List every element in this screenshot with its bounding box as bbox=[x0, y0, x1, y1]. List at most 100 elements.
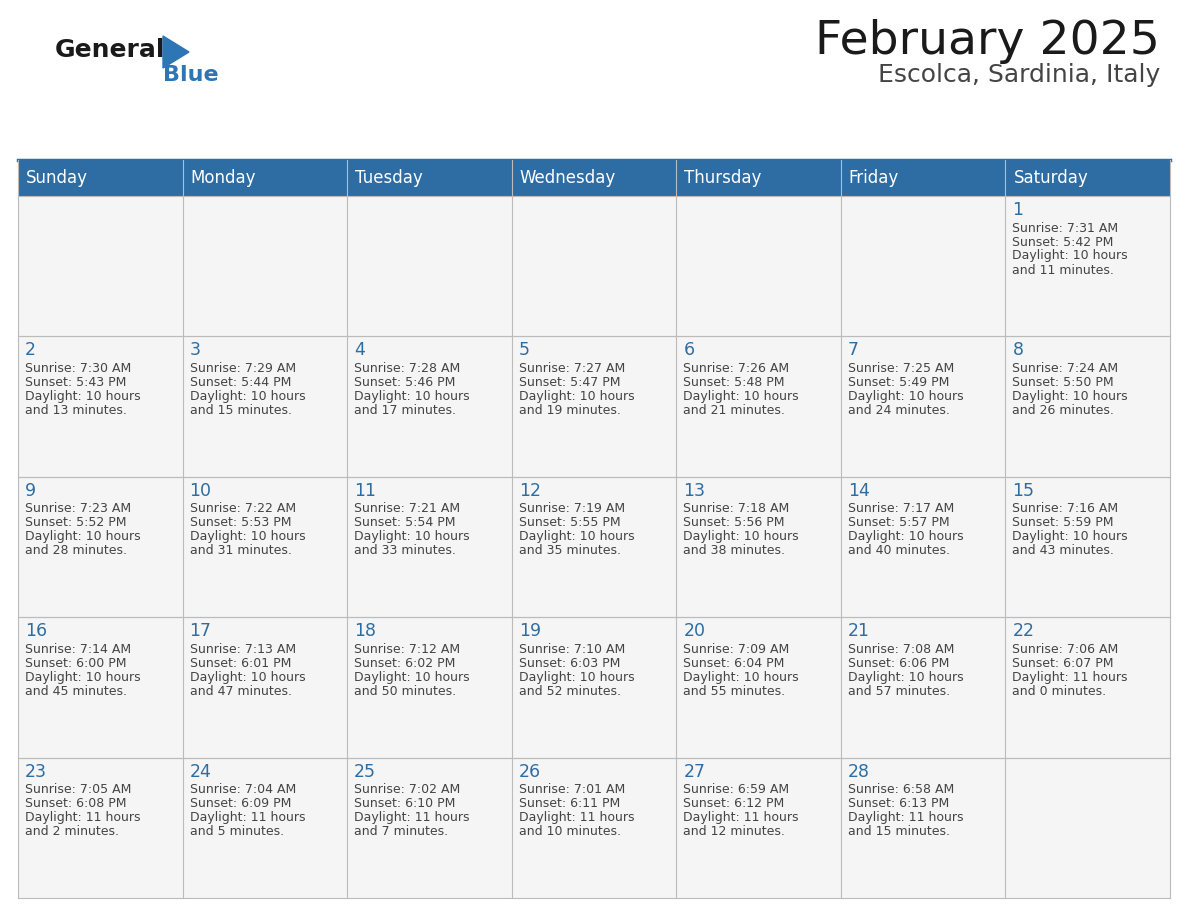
Text: Sunrise: 6:59 AM: Sunrise: 6:59 AM bbox=[683, 783, 789, 796]
Text: Sunrise: 7:19 AM: Sunrise: 7:19 AM bbox=[519, 502, 625, 515]
Text: Daylight: 11 hours: Daylight: 11 hours bbox=[519, 812, 634, 824]
Text: 28: 28 bbox=[848, 763, 870, 780]
Text: Sunset: 5:53 PM: Sunset: 5:53 PM bbox=[190, 516, 291, 530]
Bar bbox=[183, 757, 347, 898]
Text: 22: 22 bbox=[1012, 622, 1035, 640]
Bar bbox=[18, 757, 183, 898]
Bar bbox=[676, 757, 841, 898]
Text: 1: 1 bbox=[1012, 201, 1023, 219]
Text: Daylight: 10 hours: Daylight: 10 hours bbox=[683, 531, 798, 543]
Text: 23: 23 bbox=[25, 763, 48, 780]
Text: Daylight: 10 hours: Daylight: 10 hours bbox=[848, 390, 963, 403]
Bar bbox=[18, 336, 183, 476]
Bar bbox=[347, 336, 512, 476]
Text: Daylight: 10 hours: Daylight: 10 hours bbox=[354, 531, 469, 543]
Text: Sunrise: 7:13 AM: Sunrise: 7:13 AM bbox=[190, 643, 296, 655]
Text: General: General bbox=[55, 38, 165, 62]
Text: 4: 4 bbox=[354, 341, 365, 360]
Text: and 15 minutes.: and 15 minutes. bbox=[848, 825, 950, 838]
Text: Sunrise: 7:02 AM: Sunrise: 7:02 AM bbox=[354, 783, 461, 796]
Text: and 55 minutes.: and 55 minutes. bbox=[683, 685, 785, 698]
Text: Friday: Friday bbox=[849, 169, 899, 187]
Text: Daylight: 11 hours: Daylight: 11 hours bbox=[683, 812, 798, 824]
Text: 19: 19 bbox=[519, 622, 541, 640]
Bar bbox=[183, 160, 347, 196]
Text: Daylight: 11 hours: Daylight: 11 hours bbox=[1012, 671, 1127, 684]
Text: Sunset: 6:01 PM: Sunset: 6:01 PM bbox=[190, 656, 291, 670]
Text: 26: 26 bbox=[519, 763, 541, 780]
Text: Sunrise: 6:58 AM: Sunrise: 6:58 AM bbox=[848, 783, 954, 796]
Bar bbox=[841, 757, 1005, 898]
Text: 8: 8 bbox=[1012, 341, 1023, 360]
Text: Daylight: 10 hours: Daylight: 10 hours bbox=[25, 390, 140, 403]
Text: Sunrise: 7:30 AM: Sunrise: 7:30 AM bbox=[25, 362, 131, 375]
Text: 14: 14 bbox=[848, 482, 870, 499]
Bar bbox=[841, 476, 1005, 617]
Text: Sunrise: 7:29 AM: Sunrise: 7:29 AM bbox=[190, 362, 296, 375]
Text: Daylight: 10 hours: Daylight: 10 hours bbox=[848, 671, 963, 684]
Text: Daylight: 10 hours: Daylight: 10 hours bbox=[519, 390, 634, 403]
Text: and 43 minutes.: and 43 minutes. bbox=[1012, 544, 1114, 557]
Text: Blue: Blue bbox=[163, 65, 219, 85]
Bar bbox=[1005, 196, 1170, 336]
Text: and 19 minutes.: and 19 minutes. bbox=[519, 404, 620, 417]
Text: Sunset: 5:59 PM: Sunset: 5:59 PM bbox=[1012, 516, 1114, 530]
Bar bbox=[1005, 757, 1170, 898]
Bar bbox=[1005, 160, 1170, 196]
Bar bbox=[841, 336, 1005, 476]
Text: Sunset: 5:55 PM: Sunset: 5:55 PM bbox=[519, 516, 620, 530]
Bar bbox=[512, 617, 676, 757]
Text: Sunrise: 7:04 AM: Sunrise: 7:04 AM bbox=[190, 783, 296, 796]
Bar bbox=[347, 476, 512, 617]
Bar bbox=[18, 476, 183, 617]
Text: and 11 minutes.: and 11 minutes. bbox=[1012, 263, 1114, 276]
Text: and 38 minutes.: and 38 minutes. bbox=[683, 544, 785, 557]
Text: Sunset: 5:42 PM: Sunset: 5:42 PM bbox=[1012, 236, 1114, 249]
Text: and 31 minutes.: and 31 minutes. bbox=[190, 544, 291, 557]
Bar bbox=[18, 196, 183, 336]
Text: Daylight: 10 hours: Daylight: 10 hours bbox=[1012, 531, 1129, 543]
Text: Monday: Monday bbox=[190, 169, 257, 187]
Text: and 35 minutes.: and 35 minutes. bbox=[519, 544, 620, 557]
Bar bbox=[18, 160, 183, 196]
Text: Daylight: 10 hours: Daylight: 10 hours bbox=[25, 671, 140, 684]
Text: Sunset: 6:03 PM: Sunset: 6:03 PM bbox=[519, 656, 620, 670]
Text: Sunrise: 7:28 AM: Sunrise: 7:28 AM bbox=[354, 362, 461, 375]
Bar bbox=[512, 160, 676, 196]
Text: Sunset: 6:09 PM: Sunset: 6:09 PM bbox=[190, 797, 291, 810]
Text: Sunset: 5:47 PM: Sunset: 5:47 PM bbox=[519, 375, 620, 389]
Text: Daylight: 11 hours: Daylight: 11 hours bbox=[354, 812, 469, 824]
Bar bbox=[1005, 617, 1170, 757]
Bar bbox=[676, 196, 841, 336]
Bar bbox=[676, 336, 841, 476]
Text: Daylight: 10 hours: Daylight: 10 hours bbox=[1012, 250, 1129, 263]
Text: Sunset: 5:50 PM: Sunset: 5:50 PM bbox=[1012, 375, 1114, 389]
Text: 5: 5 bbox=[519, 341, 530, 360]
Text: 10: 10 bbox=[190, 482, 211, 499]
Text: 16: 16 bbox=[25, 622, 48, 640]
Text: Sunset: 6:07 PM: Sunset: 6:07 PM bbox=[1012, 656, 1114, 670]
Bar bbox=[183, 476, 347, 617]
Text: and 47 minutes.: and 47 minutes. bbox=[190, 685, 291, 698]
Text: 27: 27 bbox=[683, 763, 706, 780]
Text: Sunrise: 7:27 AM: Sunrise: 7:27 AM bbox=[519, 362, 625, 375]
Text: Sunset: 5:54 PM: Sunset: 5:54 PM bbox=[354, 516, 456, 530]
Text: Daylight: 11 hours: Daylight: 11 hours bbox=[190, 812, 305, 824]
Text: Sunrise: 7:23 AM: Sunrise: 7:23 AM bbox=[25, 502, 131, 515]
Bar bbox=[841, 617, 1005, 757]
Text: Sunset: 5:44 PM: Sunset: 5:44 PM bbox=[190, 375, 291, 389]
Text: Sunset: 5:57 PM: Sunset: 5:57 PM bbox=[848, 516, 949, 530]
Bar bbox=[347, 196, 512, 336]
Text: Sunset: 6:02 PM: Sunset: 6:02 PM bbox=[354, 656, 455, 670]
Text: Sunset: 5:46 PM: Sunset: 5:46 PM bbox=[354, 375, 455, 389]
Text: Daylight: 10 hours: Daylight: 10 hours bbox=[519, 531, 634, 543]
Text: Thursday: Thursday bbox=[684, 169, 762, 187]
Text: 15: 15 bbox=[1012, 482, 1035, 499]
Text: Sunrise: 7:18 AM: Sunrise: 7:18 AM bbox=[683, 502, 790, 515]
Text: Sunrise: 7:06 AM: Sunrise: 7:06 AM bbox=[1012, 643, 1119, 655]
Text: Sunrise: 7:10 AM: Sunrise: 7:10 AM bbox=[519, 643, 625, 655]
Text: 3: 3 bbox=[190, 341, 201, 360]
Text: and 52 minutes.: and 52 minutes. bbox=[519, 685, 620, 698]
Text: Sunset: 5:48 PM: Sunset: 5:48 PM bbox=[683, 375, 785, 389]
Bar bbox=[676, 160, 841, 196]
